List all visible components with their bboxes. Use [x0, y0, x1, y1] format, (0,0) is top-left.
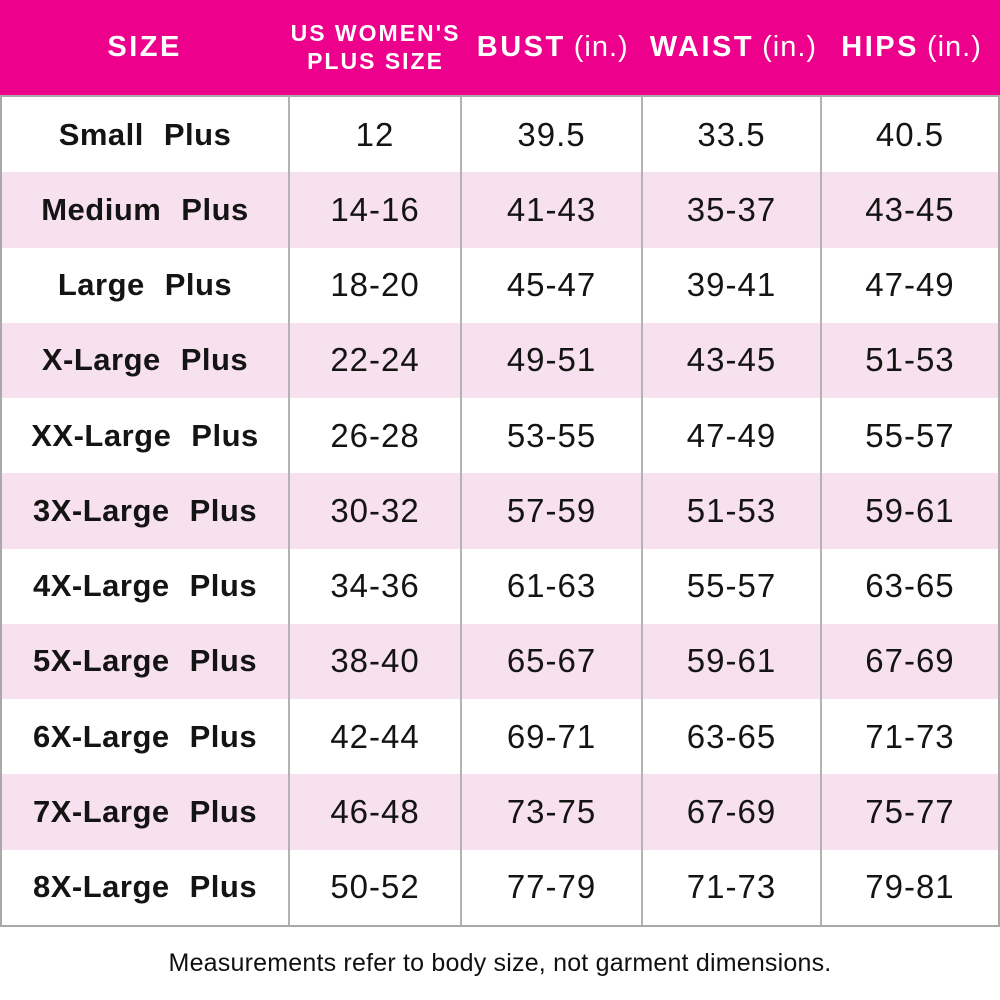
cell-bust: 45-47 — [462, 247, 643, 323]
table-row: X-Large Plus 22-24 49-51 43-45 51-53 — [2, 322, 998, 399]
cell-hips: 43-45 — [865, 190, 955, 228]
table-row: Medium Plus 14-16 41-43 35-37 43-45 — [2, 172, 998, 248]
cell-waist: 35-37 — [643, 172, 822, 248]
cell-bust: 61-63 — [462, 548, 643, 624]
cell-bust: 65-67 — [462, 623, 643, 700]
cell-size: XX-Large Plus — [2, 398, 291, 474]
cell-waist: 67-69 — [643, 774, 822, 850]
cell-size: X-Large Plus — [2, 322, 291, 399]
cell-size: Small Plus — [2, 97, 291, 173]
cell-size: 6X-Large Plus — [2, 699, 291, 775]
header-bust: BUST (in.) — [462, 0, 644, 95]
header-size: SIZE — [0, 0, 289, 95]
cell-bust: 57-59 — [462, 473, 643, 549]
cell-us_size: 46-48 — [290, 774, 463, 850]
cell-hips: 63-65 — [865, 567, 955, 605]
cell-size: 8X-Large Plus — [2, 849, 291, 925]
cell-us_size: 34-36 — [290, 548, 463, 624]
cell-waist: 33.5 — [643, 97, 822, 173]
cell-us_size: 12 — [290, 97, 463, 173]
header-bust-unit: (in.) — [573, 31, 629, 63]
header-hips-unit: (in.) — [926, 31, 982, 63]
cell-us_size: 38-40 — [290, 623, 463, 700]
cell-us_size: 14-16 — [290, 172, 463, 248]
header-us-plus-size: US WOMEN'S PLUS SIZE — [289, 0, 462, 95]
table-body: Small Plus 12 39.5 33.5 40.5 Medium Plus 14-16… — [0, 95, 1000, 927]
cell-waist: 63-65 — [643, 699, 822, 775]
cell-size: Large Plus — [2, 247, 291, 323]
header-hips: HIPS (in.) — [823, 0, 1000, 95]
cell-size: 3X-Large Plus — [2, 473, 291, 549]
cell-waist: 59-61 — [643, 623, 822, 700]
cell-waist: 39-41 — [643, 247, 822, 323]
cell-waist: 43-45 — [643, 322, 822, 399]
footer: Measurements refer to body size, not gar… — [0, 927, 1000, 1000]
cell-bust: 49-51 — [462, 322, 643, 399]
table-row: 8X-Large Plus 50-52 77-79 71-73 79-81 — [2, 849, 998, 925]
cell-bust: 41-43 — [462, 172, 643, 248]
cell-waist: 71-73 — [643, 849, 822, 925]
cell-bust: 73-75 — [462, 774, 643, 850]
cell-size: Medium Plus — [2, 172, 291, 248]
table-row: 6X-Large Plus 42-44 69-71 63-65 71-73 — [2, 699, 998, 775]
cell-us_size: 22-24 — [290, 322, 463, 399]
cell-size: 4X-Large Plus — [2, 548, 291, 624]
cell-hips: 40.5 — [875, 115, 945, 153]
table-row: 5X-Large Plus 38-40 65-67 59-61 67-69 — [2, 623, 998, 700]
cell-waist: 47-49 — [643, 398, 822, 474]
cell-waist: 55-57 — [643, 548, 822, 624]
cell-hips: 47-49 — [865, 266, 955, 304]
cell-us_size: 30-32 — [290, 473, 463, 549]
cell-us_size: 50-52 — [290, 849, 463, 925]
cell-hips: 55-57 — [865, 416, 955, 454]
table-row: XX-Large Plus 26-28 53-55 47-49 55-57 — [2, 398, 998, 474]
header-waist-unit: (in.) — [762, 31, 818, 63]
cell-us_size: 18-20 — [290, 247, 463, 323]
table-row: Small Plus 12 39.5 33.5 40.5 — [2, 97, 998, 173]
table-row: 7X-Large Plus 46-48 73-75 67-69 75-77 — [2, 774, 998, 850]
cell-hips: 67-69 — [865, 642, 955, 680]
cell-bust: 69-71 — [462, 699, 643, 775]
header-size-label: SIZE — [107, 31, 182, 63]
cell-waist: 51-53 — [643, 473, 822, 549]
measurement-note: Measurements refer to body size, not gar… — [168, 949, 832, 977]
header-us-plus-size-line2: PLUS SIZE — [307, 47, 444, 74]
cell-bust: 53-55 — [462, 398, 643, 474]
table-header: SIZE US WOMEN'S PLUS SIZE BUST (in.) WAIS… — [0, 0, 1000, 95]
header-waist: WAIST (in.) — [644, 0, 824, 95]
cell-hips: 51-53 — [865, 341, 955, 379]
header-hips-label: HIPS — [841, 31, 919, 63]
header-waist-label: WAIST — [649, 31, 755, 63]
cell-us_size: 26-28 — [290, 398, 463, 474]
cell-bust: 77-79 — [462, 849, 643, 925]
cell-us_size: 42-44 — [290, 699, 463, 775]
cell-hips: 79-81 — [865, 868, 955, 906]
cell-hips: 59-61 — [865, 491, 955, 529]
header-us-plus-size-line1: US WOMEN'S — [290, 19, 461, 46]
cell-hips: 71-73 — [865, 717, 955, 755]
header-bust-label: BUST — [476, 31, 566, 63]
cell-hips: 75-77 — [865, 793, 955, 831]
cell-size: 7X-Large Plus — [2, 774, 291, 850]
table-row: 3X-Large Plus 30-32 57-59 51-53 59-61 — [2, 473, 998, 549]
cell-size: 5X-Large Plus — [2, 623, 291, 700]
cell-bust: 39.5 — [462, 97, 643, 173]
table-row: 4X-Large Plus 34-36 61-63 55-57 63-65 — [2, 548, 998, 624]
table-row: Large Plus 18-20 45-47 39-41 47-49 — [2, 247, 998, 323]
